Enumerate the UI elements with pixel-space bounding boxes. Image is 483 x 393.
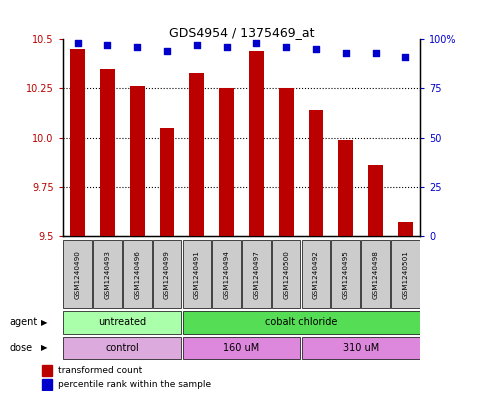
Text: percentile rank within the sample: percentile rank within the sample [58, 380, 211, 389]
Bar [279, 88, 294, 236]
Bar [183, 311, 420, 334]
Text: control: control [105, 343, 139, 353]
Text: agent: agent [10, 318, 38, 327]
Text: ▶: ▶ [41, 318, 47, 327]
Bar [398, 222, 413, 236]
Bar [338, 140, 353, 236]
Text: GSM1240501: GSM1240501 [402, 250, 408, 299]
Bar [361, 241, 390, 308]
Text: cobalt chloride: cobalt chloride [265, 318, 337, 327]
Point [372, 50, 380, 56]
Point [104, 42, 112, 48]
Bar [63, 337, 181, 359]
Bar [183, 337, 300, 359]
Bar [309, 110, 324, 236]
Point [133, 44, 141, 50]
Point [163, 48, 171, 54]
Point [253, 40, 260, 46]
Text: GSM1240493: GSM1240493 [104, 250, 111, 299]
Bar [63, 311, 181, 334]
Bar [93, 241, 122, 308]
Bar [123, 241, 152, 308]
Text: untreated: untreated [99, 318, 146, 327]
Bar [391, 241, 420, 308]
Text: ▶: ▶ [41, 343, 47, 353]
Text: transformed count: transformed count [58, 366, 142, 375]
Bar [302, 337, 420, 359]
Point [74, 40, 82, 46]
Bar [302, 241, 330, 308]
Bar [43, 379, 52, 390]
Bar [43, 365, 52, 376]
Text: GSM1240491: GSM1240491 [194, 250, 200, 299]
Bar [63, 241, 92, 308]
Text: 310 uM: 310 uM [342, 343, 379, 353]
Bar [130, 86, 145, 236]
Text: GDS4954 / 1375469_at: GDS4954 / 1375469_at [169, 26, 314, 39]
Text: GSM1240494: GSM1240494 [224, 250, 229, 299]
Text: GSM1240495: GSM1240495 [343, 250, 349, 299]
Text: GSM1240492: GSM1240492 [313, 250, 319, 299]
Bar [242, 241, 270, 308]
Text: 160 uM: 160 uM [223, 343, 260, 353]
Text: GSM1240498: GSM1240498 [372, 250, 379, 299]
Text: GSM1240500: GSM1240500 [283, 250, 289, 299]
Point [342, 50, 350, 56]
Bar [70, 49, 85, 236]
Point [282, 44, 290, 50]
Bar [159, 128, 174, 236]
Text: GSM1240497: GSM1240497 [254, 250, 259, 299]
Point [312, 46, 320, 52]
Bar [368, 165, 383, 236]
Bar [331, 241, 360, 308]
Bar [153, 241, 181, 308]
Bar [213, 241, 241, 308]
Bar [219, 88, 234, 236]
Bar [183, 241, 211, 308]
Bar [249, 51, 264, 236]
Bar [189, 73, 204, 236]
Point [223, 44, 230, 50]
Point [193, 42, 201, 48]
Bar [272, 241, 300, 308]
Text: GSM1240496: GSM1240496 [134, 250, 140, 299]
Bar [100, 69, 115, 236]
Point [401, 54, 409, 60]
Text: GSM1240490: GSM1240490 [75, 250, 81, 299]
Text: dose: dose [10, 343, 33, 353]
Text: GSM1240499: GSM1240499 [164, 250, 170, 299]
